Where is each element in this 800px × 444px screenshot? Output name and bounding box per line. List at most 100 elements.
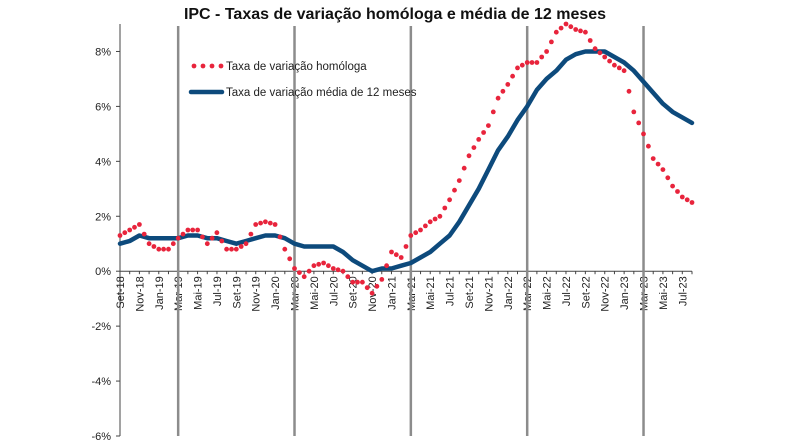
data-point-homologa	[156, 246, 162, 252]
data-point-homologa	[573, 27, 579, 32]
data-point-homologa-interp	[200, 234, 205, 240]
data-point-homologa-interp	[393, 252, 399, 258]
series-layer	[117, 21, 695, 296]
data-point-homologa	[127, 227, 133, 233]
data-point-homologa-interp	[248, 231, 254, 237]
data-point-homologa	[204, 241, 210, 247]
y-tick-label: 2%	[95, 211, 111, 223]
data-point-homologa	[330, 266, 336, 271]
data-point-homologa-interp	[374, 283, 380, 289]
x-tick-label: Set-19	[231, 276, 243, 308]
data-point-homologa-interp	[636, 120, 642, 126]
data-point-homologa	[621, 68, 627, 74]
data-point-homologa-interp	[558, 25, 564, 31]
data-point-homologa-interp	[597, 50, 603, 56]
series-homologa-points	[117, 21, 695, 296]
x-tick-label: Jan-23	[619, 276, 631, 310]
data-point-homologa-interp	[384, 263, 389, 269]
data-point-homologa	[253, 222, 259, 227]
data-point-homologa-interp	[403, 244, 409, 249]
data-point-homologa-interp	[461, 165, 467, 171]
data-point-homologa	[670, 183, 675, 189]
x-tick-label: Jan-19	[154, 276, 166, 310]
data-point-homologa-interp	[578, 28, 583, 34]
legend-dot	[218, 63, 224, 69]
data-point-homologa-interp	[345, 274, 351, 280]
x-tick-label: Jan-21	[386, 276, 398, 310]
y-tick-label: -6%	[91, 431, 111, 443]
x-tick-label: Jul-19	[212, 276, 224, 306]
chart-axes: -6%-4%-2%0%2%4%6%8%Set-18Nov-18Jan-19Mar…	[91, 24, 693, 443]
data-point-homologa	[321, 260, 326, 266]
data-point-homologa	[418, 227, 423, 233]
data-point-homologa-interp	[481, 130, 486, 135]
data-point-homologa	[583, 29, 588, 35]
data-point-homologa	[437, 213, 443, 219]
data-point-homologa	[398, 255, 404, 260]
data-point-homologa	[456, 178, 462, 184]
series-line-media-12-meses	[117, 49, 695, 274]
data-point-homologa	[340, 268, 346, 274]
data-point-homologa	[534, 60, 540, 65]
data-point-homologa-interp	[607, 58, 612, 64]
x-tick-label: Nov-19	[251, 276, 263, 311]
data-point-homologa-interp	[297, 270, 302, 275]
data-point-homologa-interp	[190, 227, 196, 233]
data-point-homologa	[369, 290, 375, 296]
data-point-homologa	[631, 109, 637, 115]
data-point-homologa-interp	[500, 88, 506, 94]
data-point-homologa	[524, 60, 530, 65]
legend-item-media-12-meses: Taxa de variação média de 12 meses	[188, 87, 417, 99]
x-tick-label: Jan-22	[503, 276, 515, 310]
data-point-homologa-interp	[277, 234, 283, 240]
data-point-homologa-interp	[364, 285, 370, 291]
data-point-homologa	[379, 277, 385, 282]
data-point-homologa-interp	[626, 88, 632, 94]
data-point-homologa	[563, 21, 569, 27]
data-point-homologa	[602, 54, 608, 60]
data-point-homologa	[185, 227, 191, 233]
data-point-homologa-interp	[519, 62, 525, 68]
data-point-homologa-interp	[510, 73, 515, 79]
y-tick-label: 4%	[95, 156, 111, 168]
data-point-homologa	[301, 274, 307, 280]
x-tick-label: Set-18	[115, 276, 127, 308]
data-point-homologa	[360, 279, 365, 285]
data-point-homologa-interp	[238, 244, 244, 249]
y-tick-label: -2%	[91, 321, 111, 333]
data-point-homologa-interp	[219, 238, 225, 244]
legend-dots-marker	[191, 63, 224, 69]
data-point-homologa	[544, 49, 549, 54]
data-point-homologa-interp	[684, 197, 690, 203]
data-point-homologa	[272, 222, 278, 227]
data-point-homologa-interp	[675, 189, 680, 194]
data-point-homologa	[175, 235, 181, 241]
x-tick-label: Jul-21	[445, 276, 457, 306]
data-point-homologa-interp	[655, 161, 661, 167]
x-tick-label: Mai-19	[193, 276, 205, 310]
data-point-homologa-interp	[316, 261, 322, 267]
x-tick-label: Mai-21	[425, 276, 437, 310]
data-point-homologa-interp	[229, 246, 234, 252]
data-point-homologa-interp	[287, 256, 293, 262]
data-point-homologa	[679, 194, 685, 200]
data-point-homologa	[243, 241, 249, 247]
data-point-homologa-interp	[132, 224, 137, 230]
data-point-homologa	[495, 95, 501, 101]
data-point-homologa-interp	[490, 109, 496, 115]
data-point-homologa-interp	[568, 24, 574, 30]
legend-label-media: Taxa de variação média de 12 meses	[226, 87, 417, 99]
data-point-homologa-interp	[258, 220, 263, 226]
data-point-homologa-interp	[335, 267, 341, 273]
data-point-homologa-interp	[423, 223, 428, 229]
data-point-homologa-interp	[413, 230, 419, 236]
year-separator-lines	[176, 26, 645, 436]
data-point-homologa	[486, 123, 491, 128]
data-point-homologa	[146, 241, 152, 247]
data-point-homologa-interp	[209, 235, 215, 241]
chart-title: IPC - Taxas de variação homóloga e média…	[184, 6, 606, 23]
legend-dot	[200, 63, 206, 69]
y-tick-label: 6%	[95, 101, 111, 113]
data-point-homologa	[311, 263, 317, 269]
